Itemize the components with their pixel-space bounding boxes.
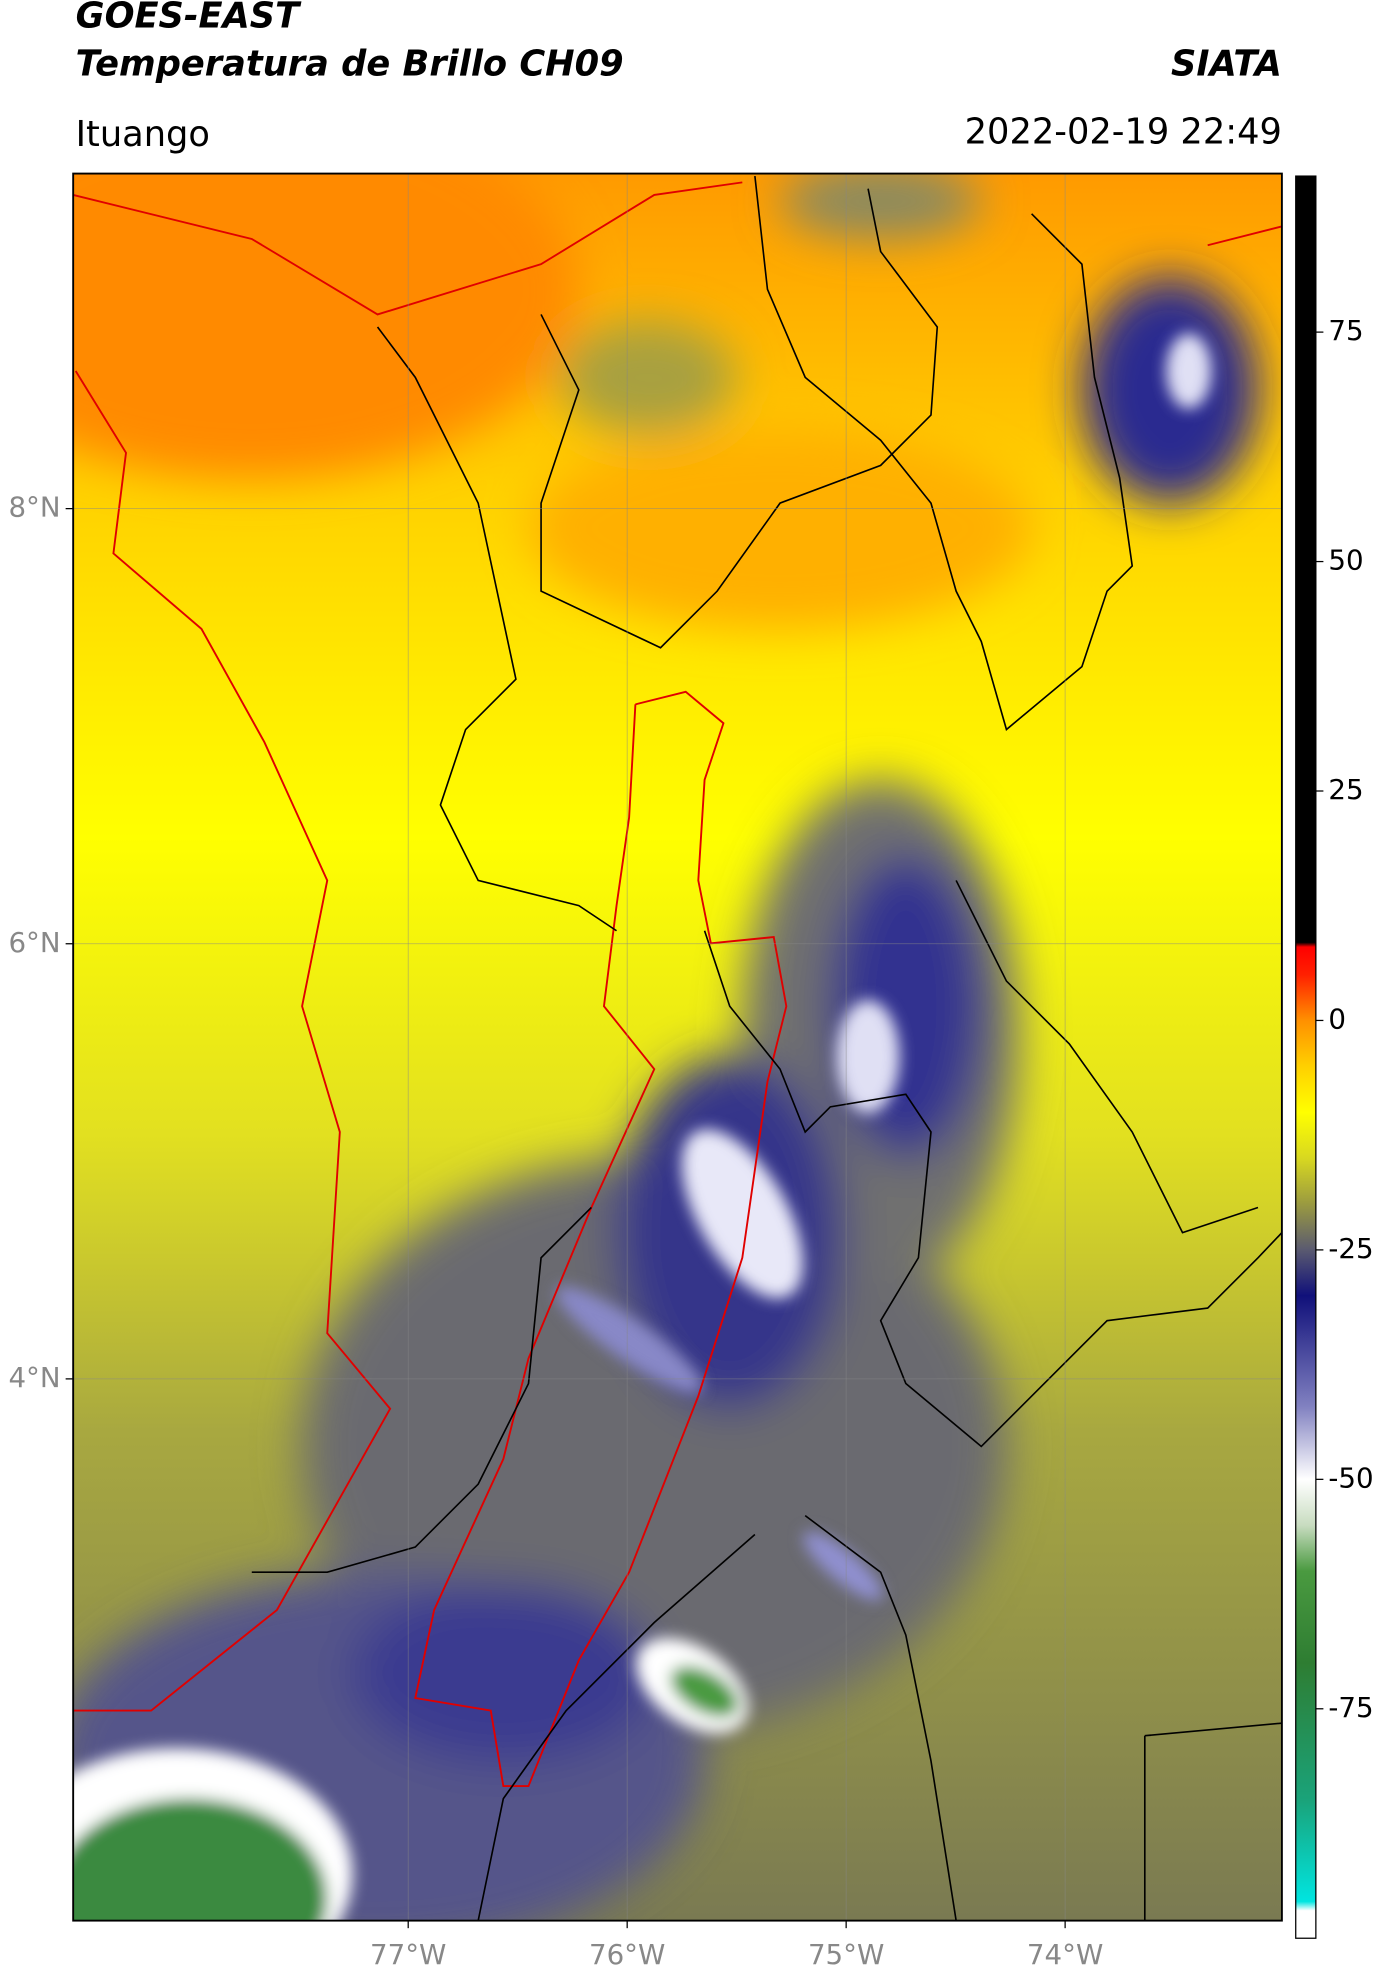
colorbar-tick-label: 25 — [1328, 773, 1363, 806]
colorbar-tick-label: -50 — [1328, 1461, 1373, 1494]
source: SIATA — [1171, 43, 1282, 84]
x-tick-label: 75°W — [808, 1938, 884, 1971]
region-border — [73, 181, 1282, 1787]
y-tick-label: 6°N — [8, 926, 60, 959]
map-frame — [72, 172, 1283, 1922]
colorbar-tick-label: 0 — [1328, 1002, 1346, 1035]
colorbar-tick-label: 75 — [1328, 314, 1363, 347]
admin-borders — [251, 175, 1282, 1921]
subtitle: Temperatura de Brillo CH09 — [76, 43, 624, 84]
datetime: 2022-02-19 22:49 — [965, 111, 1282, 152]
grid — [73, 173, 1282, 1921]
x-tick-label: 77°W — [370, 1938, 446, 1971]
y-tick-label: 4°N — [8, 1361, 60, 1394]
imagery — [73, 173, 1282, 1921]
colorbar-tick-label: -75 — [1328, 1691, 1373, 1724]
colorbar-tick-label: 50 — [1328, 544, 1363, 577]
title: GOES-EAST — [76, 0, 302, 37]
region: Ituango — [76, 114, 210, 155]
y-tick-label: 8°N — [8, 491, 60, 524]
x-tick-label: 76°W — [589, 1938, 665, 1971]
x-tick-label: 74°W — [1027, 1938, 1103, 1971]
colorbar — [1295, 175, 1317, 1939]
colorbar-tick-label: -25 — [1328, 1232, 1373, 1265]
